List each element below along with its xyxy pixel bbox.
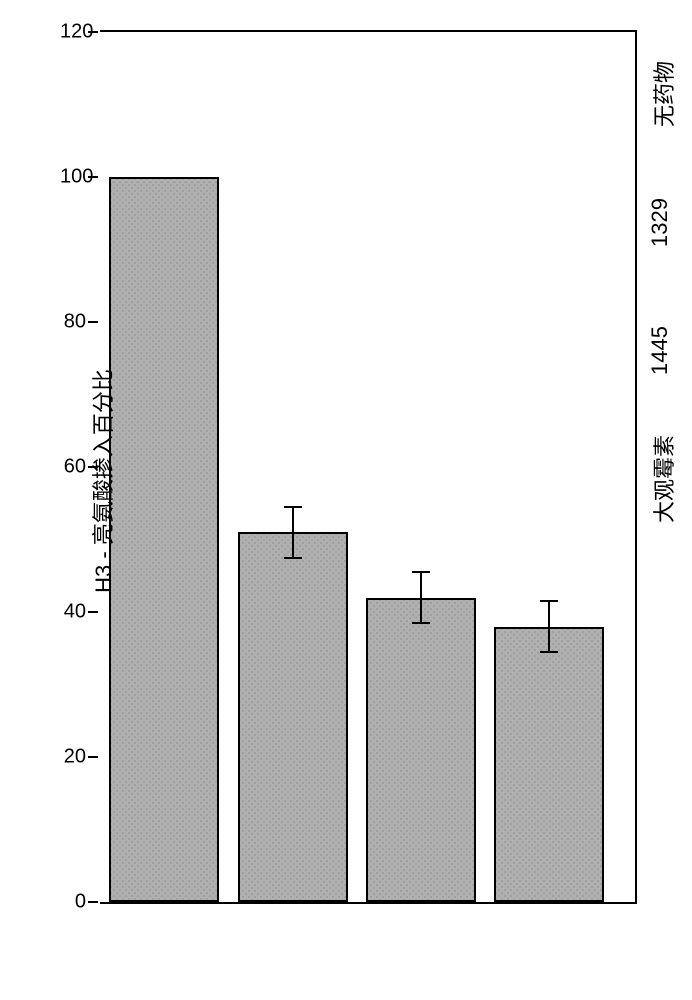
- y-tick-label: 20: [60, 746, 86, 769]
- y-tick-label: 100: [60, 166, 86, 189]
- x-tick-label: 1445: [647, 326, 673, 375]
- y-tick: [88, 611, 98, 613]
- error-bar: [548, 601, 550, 652]
- y-axis-title: H3 - 亮氨酸掺入百分比: [86, 351, 118, 611]
- bar-chart: 020406080100120 H3 - 亮氨酸掺入百分比 无药物1329144…: [60, 30, 650, 900]
- bar: [238, 532, 348, 902]
- bar: [109, 177, 219, 902]
- error-cap: [284, 557, 302, 559]
- bar: [494, 627, 604, 903]
- error-bar: [292, 507, 294, 558]
- y-tick-label: 60: [60, 456, 86, 479]
- x-tick-label: 无药物: [647, 61, 679, 127]
- y-tick-label: 120: [60, 21, 86, 44]
- y-tick-label: 80: [60, 311, 86, 334]
- error-cap: [540, 651, 558, 653]
- bar: [366, 598, 476, 903]
- y-tick-label: 0: [60, 891, 86, 914]
- error-bar: [420, 572, 422, 623]
- error-cap: [540, 600, 558, 602]
- x-tick-label: 1329: [647, 198, 673, 247]
- x-tick-label: 大观霉素: [647, 435, 679, 523]
- y-tick-label: 40: [60, 601, 86, 624]
- y-tick: [88, 321, 98, 323]
- y-tick: [88, 901, 98, 903]
- error-cap: [412, 571, 430, 573]
- plot-area: 020406080100120: [100, 30, 637, 904]
- error-cap: [412, 622, 430, 624]
- error-cap: [284, 506, 302, 508]
- y-tick: [88, 756, 98, 758]
